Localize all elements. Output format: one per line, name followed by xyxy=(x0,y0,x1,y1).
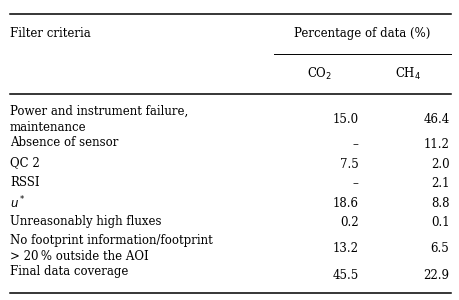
Text: 7.5: 7.5 xyxy=(339,158,358,171)
Text: 18.6: 18.6 xyxy=(332,197,358,210)
Text: 15.0: 15.0 xyxy=(332,113,358,126)
Text: Power and instrument failure,: Power and instrument failure, xyxy=(10,105,188,118)
Text: 6.5: 6.5 xyxy=(430,242,448,255)
Text: No footprint information/footprint: No footprint information/footprint xyxy=(10,234,213,247)
Text: Percentage of data (%): Percentage of data (%) xyxy=(293,27,430,40)
Text: > 20 % outside the AOI: > 20 % outside the AOI xyxy=(10,250,149,262)
Text: Absence of sensor: Absence of sensor xyxy=(10,136,118,149)
Text: Unreasonably high fluxes: Unreasonably high fluxes xyxy=(10,214,161,227)
Text: 13.2: 13.2 xyxy=(332,242,358,255)
Text: 46.4: 46.4 xyxy=(422,113,448,126)
Text: QC 2: QC 2 xyxy=(10,156,40,169)
Text: 45.5: 45.5 xyxy=(332,269,358,282)
Text: 8.8: 8.8 xyxy=(430,197,448,210)
Text: –: – xyxy=(352,177,358,190)
Text: 11.2: 11.2 xyxy=(423,138,448,151)
Text: RSSI: RSSI xyxy=(10,176,39,188)
Text: 2.1: 2.1 xyxy=(430,177,448,190)
Text: maintenance: maintenance xyxy=(10,121,87,134)
Text: $\mathit{u}^*$: $\mathit{u}^*$ xyxy=(10,195,26,211)
Text: 2.0: 2.0 xyxy=(430,158,448,171)
Text: CO$_2$: CO$_2$ xyxy=(307,66,331,82)
Text: 0.1: 0.1 xyxy=(430,216,448,229)
Text: CH$_4$: CH$_4$ xyxy=(394,66,420,82)
Text: –: – xyxy=(352,138,358,151)
Text: 0.2: 0.2 xyxy=(340,216,358,229)
Text: Final data coverage: Final data coverage xyxy=(10,266,128,278)
Text: Filter criteria: Filter criteria xyxy=(10,27,91,40)
Text: 22.9: 22.9 xyxy=(422,269,448,282)
